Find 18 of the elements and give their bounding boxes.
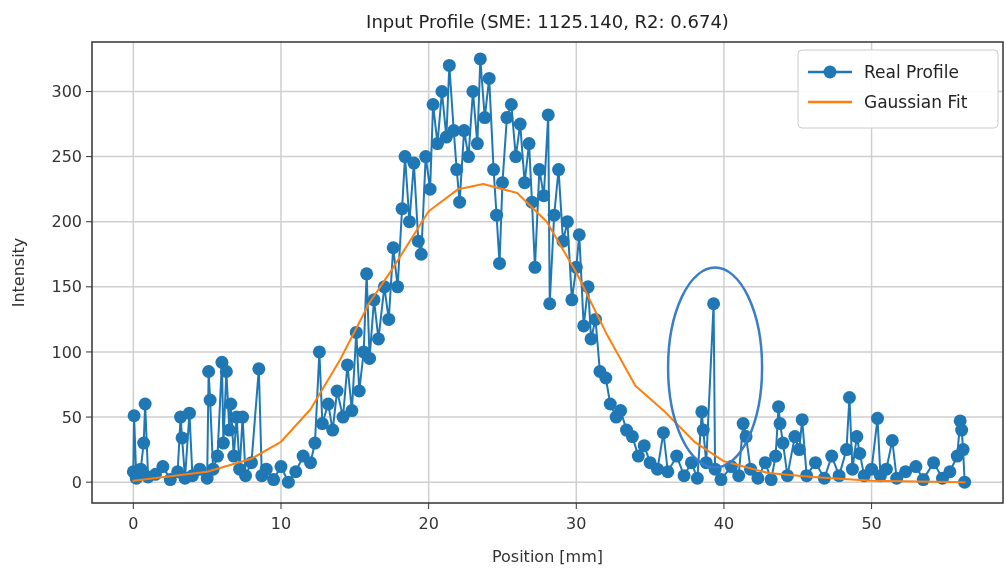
x-tick-label: 40 bbox=[713, 514, 735, 533]
x-tick-label: 30 bbox=[566, 514, 587, 533]
y-tick-label: 300 bbox=[51, 82, 82, 102]
y-tick-label: 50 bbox=[61, 407, 82, 427]
chart-title: Input Profile (SME: 1125.140, R2: 0.674) bbox=[366, 11, 729, 32]
x-tick-label: 0 bbox=[128, 514, 139, 533]
y-tick-label: 0 bbox=[71, 472, 82, 492]
y-tick-label: 150 bbox=[51, 277, 82, 297]
x-axis-title: Position [mm] bbox=[491, 547, 604, 566]
x-tick-label: 20 bbox=[418, 514, 439, 533]
x-tick-label: 10 bbox=[270, 514, 292, 533]
y-tick-label: 200 bbox=[51, 212, 82, 232]
y-tick-label: 250 bbox=[51, 147, 82, 167]
legend-label: Gaussian Fit bbox=[864, 91, 968, 112]
y-tick-label: 100 bbox=[51, 342, 82, 362]
legend-label: Real Profile bbox=[864, 61, 959, 82]
x-tick-label: 50 bbox=[861, 514, 882, 533]
y-axis-title: Intensity bbox=[9, 237, 28, 308]
